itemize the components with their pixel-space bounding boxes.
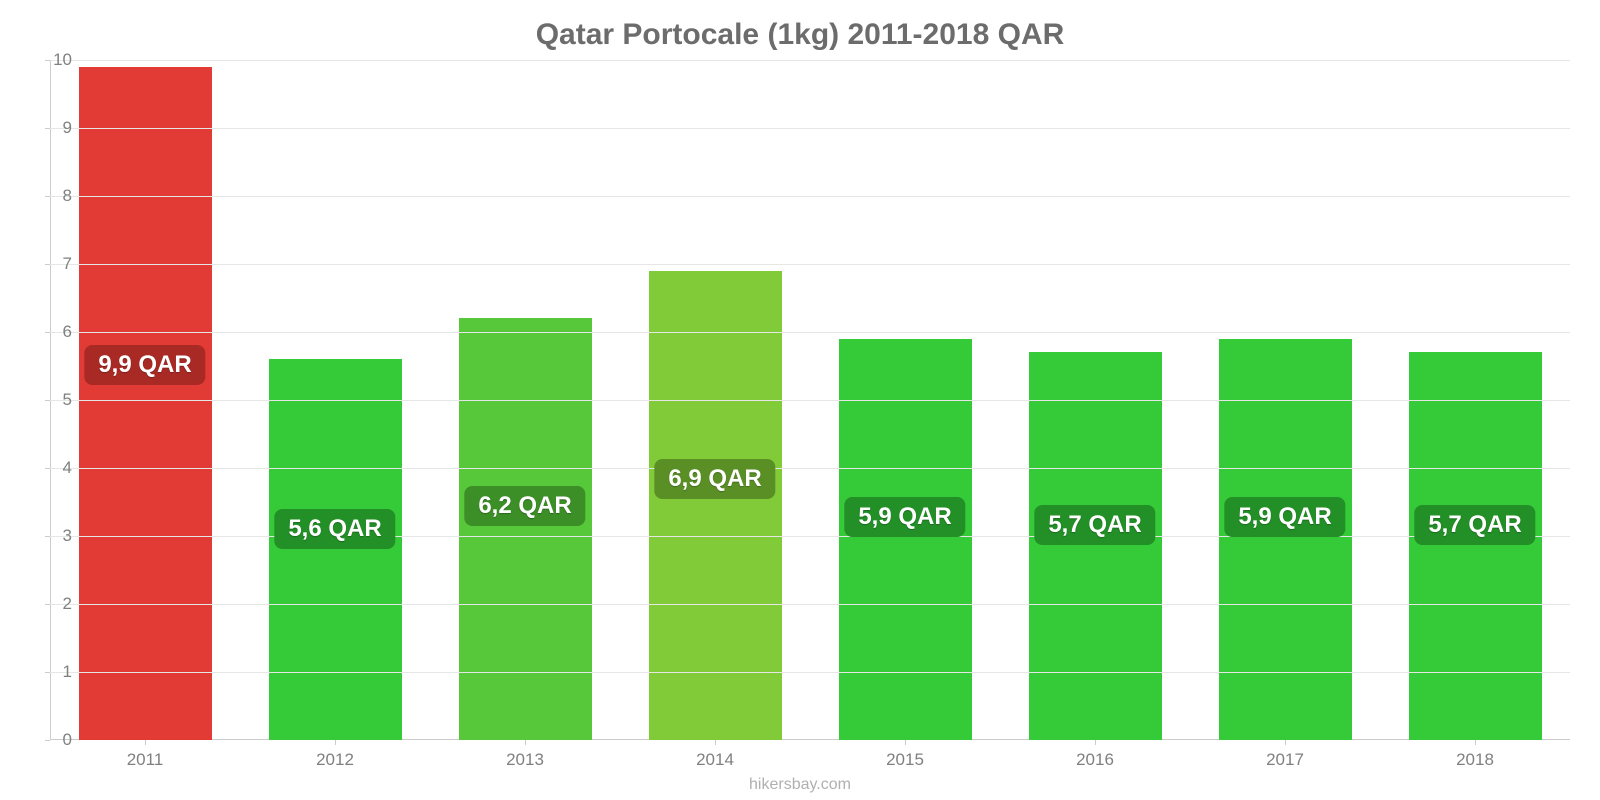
y-tick-label: 3: [32, 526, 72, 546]
gridline: [50, 468, 1570, 469]
y-tick-label: 5: [32, 390, 72, 410]
bar-value-label: 5,7 QAR: [1034, 505, 1155, 545]
y-tick-label: 9: [32, 118, 72, 138]
gridline: [50, 400, 1570, 401]
bar-value-label: 6,2 QAR: [464, 486, 585, 526]
bar-value-label: 9,9 QAR: [84, 345, 205, 385]
plot-area: 9,9 QAR20115,6 QAR20126,2 QAR20136,9 QAR…: [50, 60, 1570, 740]
bar: [459, 318, 592, 740]
bar: [1219, 339, 1352, 740]
gridline: [50, 196, 1570, 197]
bar-value-label: 5,9 QAR: [1224, 497, 1345, 537]
x-tick-label: 2014: [696, 750, 734, 770]
bar: [649, 271, 782, 740]
x-tick-mark: [1095, 740, 1096, 745]
y-tick-label: 2: [32, 594, 72, 614]
gridline: [50, 60, 1570, 61]
chart-title: Qatar Portocale (1kg) 2011-2018 QAR: [0, 18, 1600, 52]
gridline: [50, 672, 1570, 673]
x-tick-mark: [145, 740, 146, 745]
y-tick-label: 4: [32, 458, 72, 478]
x-tick-mark: [1475, 740, 1476, 745]
bar: [269, 359, 402, 740]
bar: [839, 339, 972, 740]
bar-value-label: 6,9 QAR: [654, 459, 775, 499]
x-tick-label: 2015: [886, 750, 924, 770]
y-tick-label: 8: [32, 186, 72, 206]
attribution-text: hikersbay.com: [0, 776, 1600, 794]
bar: [1029, 352, 1162, 740]
price-chart: Qatar Portocale (1kg) 2011-2018 QAR 9,9 …: [0, 0, 1600, 800]
x-tick-mark: [1285, 740, 1286, 745]
x-tick-mark: [715, 740, 716, 745]
bar: [79, 67, 212, 740]
x-tick-mark: [335, 740, 336, 745]
x-tick-label: 2017: [1266, 750, 1304, 770]
y-tick-label: 7: [32, 254, 72, 274]
y-tick-label: 1: [32, 662, 72, 682]
y-tick-label: 6: [32, 322, 72, 342]
gridline: [50, 264, 1570, 265]
bar-value-label: 5,6 QAR: [274, 509, 395, 549]
x-tick-mark: [905, 740, 906, 745]
x-tick-mark: [525, 740, 526, 745]
x-tick-label: 2012: [316, 750, 354, 770]
gridline: [50, 604, 1570, 605]
x-tick-label: 2018: [1456, 750, 1494, 770]
y-tick-label: 0: [32, 730, 72, 750]
gridline: [50, 128, 1570, 129]
x-tick-label: 2011: [127, 750, 164, 770]
x-tick-label: 2016: [1076, 750, 1114, 770]
bar-value-label: 5,9 QAR: [844, 497, 965, 537]
bar: [1409, 352, 1542, 740]
x-tick-label: 2013: [506, 750, 544, 770]
gridline: [50, 332, 1570, 333]
bar-value-label: 5,7 QAR: [1414, 505, 1535, 545]
y-tick-label: 10: [32, 50, 72, 70]
